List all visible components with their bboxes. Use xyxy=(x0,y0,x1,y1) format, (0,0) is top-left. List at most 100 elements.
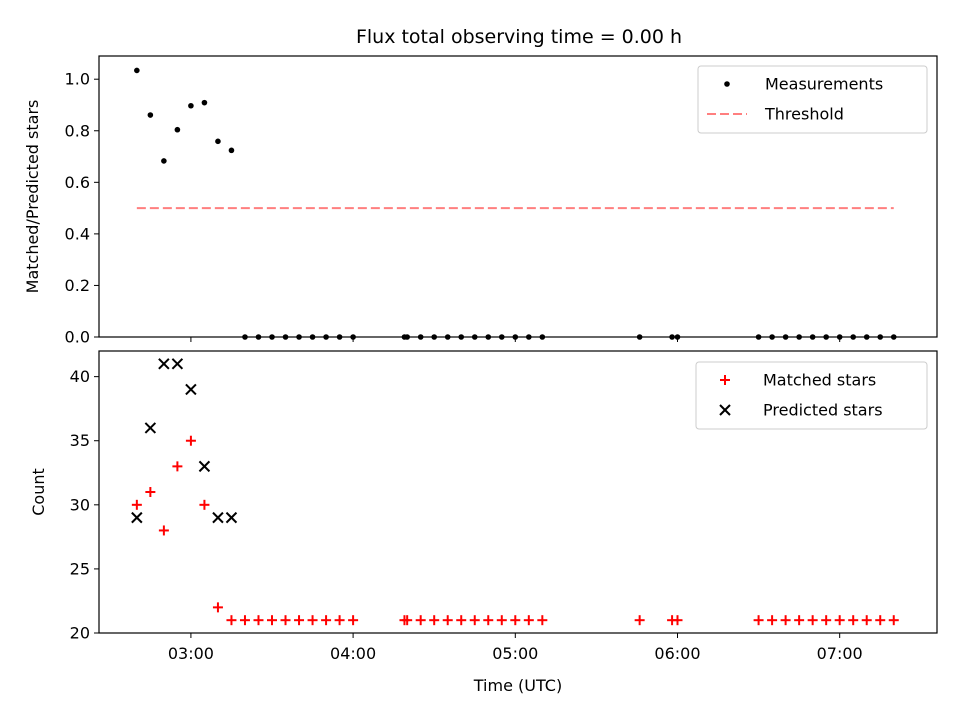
data-point xyxy=(323,334,329,340)
data-point xyxy=(877,334,884,340)
data-point xyxy=(402,615,413,626)
data-point xyxy=(307,615,318,626)
data-point xyxy=(890,334,897,340)
data-point xyxy=(537,615,548,626)
y-tick-label: 0.8 xyxy=(65,121,90,140)
data-point xyxy=(404,334,410,340)
data-point xyxy=(780,615,791,626)
data-point xyxy=(496,615,507,626)
data-point xyxy=(809,334,816,340)
legend-swatch xyxy=(720,375,730,385)
data-point xyxy=(253,615,264,626)
data-point xyxy=(755,334,762,340)
data-point xyxy=(174,126,181,133)
data-point xyxy=(188,102,194,109)
data-point xyxy=(510,615,521,626)
legend-label: Measurements xyxy=(765,75,883,94)
data-point xyxy=(417,334,424,340)
data-point xyxy=(134,67,140,74)
y-axis-label: Count xyxy=(29,468,48,516)
legend-label: Matched stars xyxy=(763,371,876,390)
data-point xyxy=(225,511,238,524)
y-tick-label: 0.2 xyxy=(65,276,90,295)
data-point xyxy=(336,334,343,340)
data-point xyxy=(296,334,302,340)
data-point xyxy=(215,138,221,145)
data-point xyxy=(321,615,332,626)
data-point xyxy=(147,112,154,118)
data-point xyxy=(161,158,167,164)
legend: Matched stars Predicted stars xyxy=(695,361,928,430)
x-tick-label: 03:00 xyxy=(168,644,214,663)
top-panel-ratio: 0.0 0.2 0.4 0.6 0.8 1.0 Matched/Predicted star… xyxy=(23,55,938,347)
data-point xyxy=(269,334,275,340)
data-point xyxy=(172,461,183,472)
data-point xyxy=(431,334,438,340)
data-point xyxy=(636,334,643,340)
data-point xyxy=(823,334,829,340)
data-point xyxy=(334,615,345,626)
y-tick-label: 20 xyxy=(70,624,90,643)
legend-box xyxy=(695,361,928,430)
data-point xyxy=(280,615,291,626)
data-point xyxy=(796,334,802,340)
data-point xyxy=(442,615,453,626)
y-tick-label: 25 xyxy=(70,559,90,578)
data-point xyxy=(239,615,250,626)
bottom-panel-count: 20 25 30 35 40 03:00 04:00 05:00 06:00 07:00 Count… xyxy=(29,350,938,695)
y-tick-label: 0.6 xyxy=(65,173,90,192)
data-point xyxy=(198,460,211,473)
data-point xyxy=(158,358,170,370)
data-point xyxy=(350,334,356,340)
data-point xyxy=(158,525,169,536)
data-point xyxy=(483,615,494,626)
chart-title: Flux total observing time = 0.00 h xyxy=(356,26,682,48)
data-point xyxy=(415,615,426,626)
data-point xyxy=(282,334,289,340)
data-point xyxy=(767,615,778,626)
data-point xyxy=(242,334,248,340)
data-point xyxy=(753,615,764,626)
data-point xyxy=(512,334,519,340)
legend-box xyxy=(697,65,928,134)
data-point xyxy=(471,334,478,340)
legend-label: Predicted stars xyxy=(763,401,883,420)
data-point xyxy=(861,615,872,626)
data-point xyxy=(863,334,870,340)
y-tick-label: 0.0 xyxy=(65,328,90,347)
data-point xyxy=(634,615,645,626)
data-point xyxy=(171,358,184,370)
data-point xyxy=(888,615,899,626)
data-point xyxy=(875,615,886,626)
data-point xyxy=(669,334,675,340)
series-matched-stars xyxy=(131,435,899,626)
data-point xyxy=(794,615,805,626)
x-tick-label: 06:00 xyxy=(654,644,700,663)
data-point xyxy=(201,99,208,106)
data-point xyxy=(131,511,143,524)
data-point xyxy=(228,147,235,154)
y-tick-label: 1.0 xyxy=(65,70,90,89)
legend-swatch xyxy=(719,404,731,416)
plot-frame xyxy=(98,350,938,634)
data-point xyxy=(267,615,278,626)
data-point xyxy=(144,422,157,434)
y-tick-label: 30 xyxy=(70,495,90,514)
data-point xyxy=(348,615,359,626)
x-axis-label: Time (UTC) xyxy=(473,676,562,695)
data-point xyxy=(309,334,316,340)
data-point xyxy=(212,602,223,613)
data-point xyxy=(185,435,196,446)
data-point xyxy=(834,615,845,626)
data-point xyxy=(185,383,197,396)
data-point xyxy=(456,615,467,626)
data-point xyxy=(836,334,843,340)
data-point xyxy=(444,334,451,340)
y-tick-label: 35 xyxy=(70,431,90,450)
data-point xyxy=(458,334,465,340)
data-point xyxy=(848,615,859,626)
data-point xyxy=(821,615,832,626)
data-point xyxy=(674,334,681,340)
y-tick-label: 0.4 xyxy=(65,224,90,243)
data-point xyxy=(498,334,505,340)
